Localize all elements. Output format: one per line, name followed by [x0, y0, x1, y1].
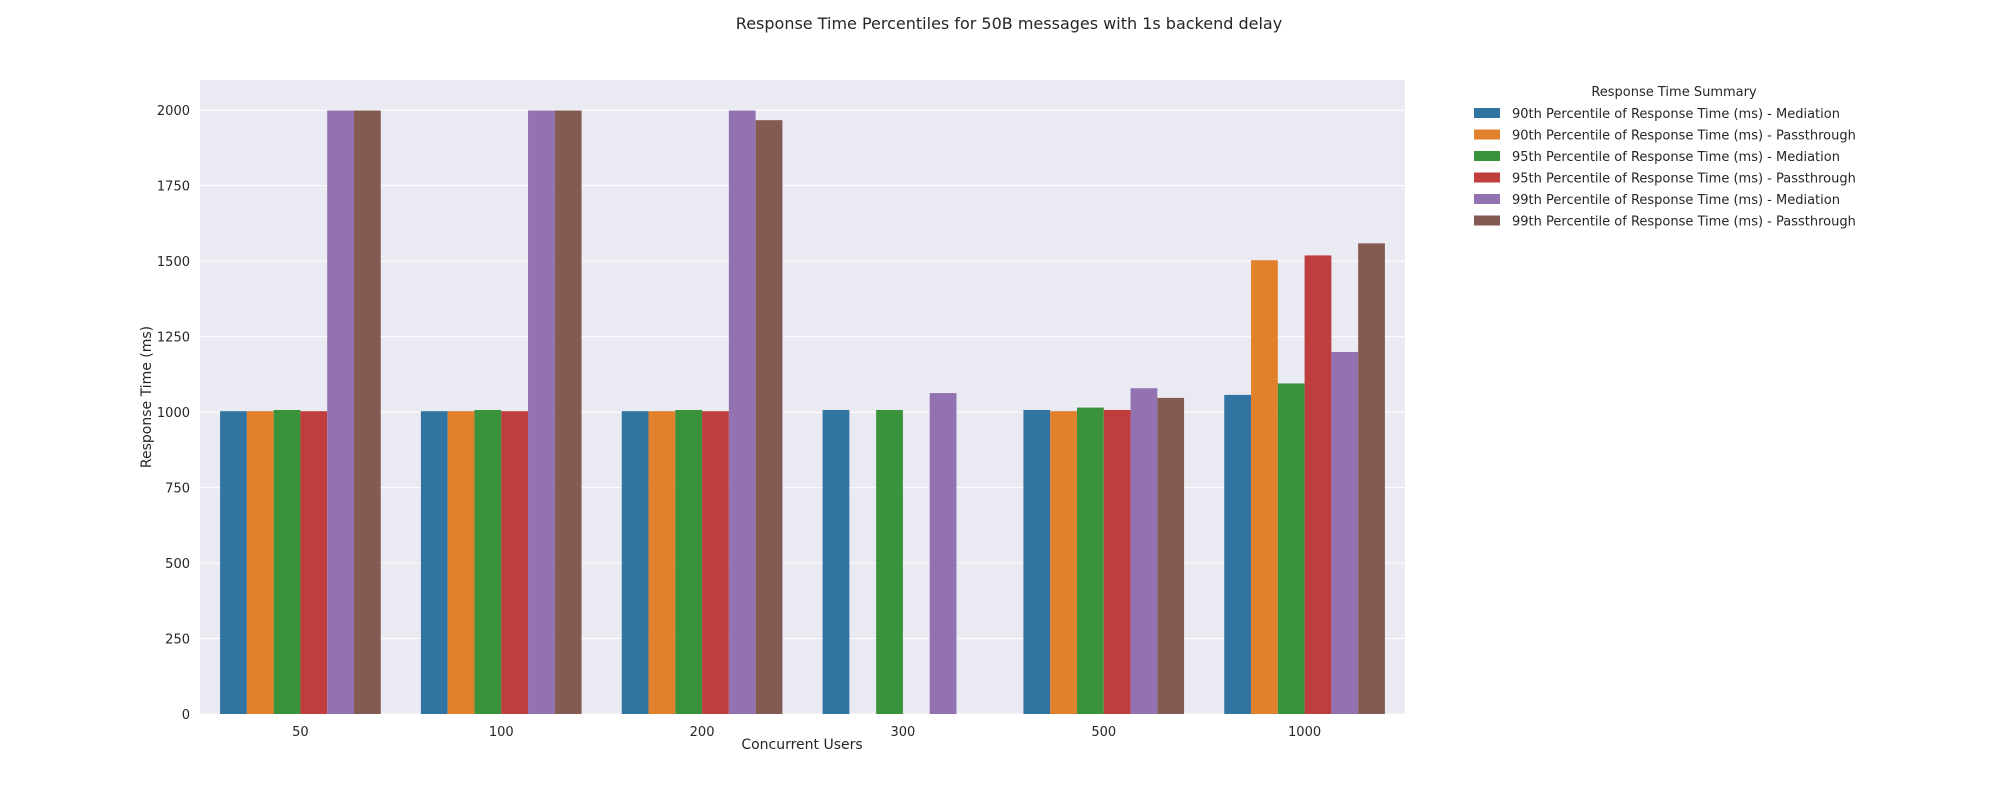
x-tick-label: 50 — [292, 725, 309, 740]
bar — [1157, 397, 1185, 714]
bar — [554, 110, 582, 715]
bar — [501, 411, 529, 714]
bar — [1304, 255, 1332, 714]
bar — [300, 411, 328, 714]
legend-entry: 90th Percentile of Response Time (ms) - … — [1512, 107, 1840, 122]
bar — [755, 120, 783, 715]
x-axis-label: Concurrent Users — [741, 737, 862, 753]
grid-layer — [200, 109, 1405, 715]
x-tick-label: 200 — [690, 725, 715, 740]
bar — [220, 411, 247, 714]
legend-swatch — [1474, 129, 1500, 140]
y-tick-label: 1250 — [157, 331, 190, 346]
bar — [1076, 407, 1104, 714]
legend-swatch — [1474, 194, 1500, 204]
bar — [1224, 394, 1252, 714]
bar — [876, 409, 903, 714]
bar — [273, 409, 301, 714]
legend-entry: 95th Percentile of Response Time (ms) - … — [1512, 172, 1856, 187]
y-tick-label: 1750 — [157, 180, 190, 195]
bar — [474, 409, 502, 714]
x-axis-ticks: 50 100 200 300 500 1000 — [292, 725, 1321, 740]
legend-swatch — [1474, 172, 1500, 183]
x-tick-label: 100 — [489, 725, 514, 740]
y-tick-label: 0 — [182, 708, 190, 723]
legend-title: Response Time Summary — [1591, 85, 1757, 100]
legend-entry: 99th Percentile of Response Time (ms) - … — [1512, 215, 1856, 230]
bar — [621, 411, 649, 714]
y-tick-label: 750 — [165, 482, 190, 497]
legend-entry: 90th Percentile of Response Time (ms) - … — [1512, 129, 1856, 144]
y-tick-label: 2000 — [157, 104, 190, 119]
legend-entry: 99th Percentile of Response Time (ms) - … — [1512, 193, 1840, 208]
x-tick-label: 300 — [891, 725, 916, 740]
legend-entry: 95th Percentile of Response Time (ms) - … — [1512, 150, 1840, 165]
bar — [528, 110, 555, 715]
bar — [1050, 411, 1077, 714]
bar — [246, 411, 274, 714]
y-axis-label: Response Time (ms) — [139, 326, 155, 468]
bar — [1251, 260, 1278, 714]
bar — [822, 409, 850, 714]
bar — [1358, 243, 1385, 714]
bar — [353, 110, 381, 715]
y-tick-label: 1500 — [157, 255, 190, 270]
bar — [929, 393, 957, 714]
bar — [420, 411, 448, 714]
bar — [447, 411, 475, 714]
bar — [1130, 388, 1158, 714]
bar — [728, 110, 756, 715]
bar — [327, 110, 354, 715]
y-tick-label: 1000 — [157, 406, 190, 421]
bar — [1331, 352, 1359, 714]
bar — [648, 411, 676, 714]
y-tick-label: 500 — [165, 557, 190, 572]
bar — [1023, 409, 1051, 714]
legend-swatch — [1474, 108, 1500, 118]
bar — [1277, 383, 1305, 714]
bar — [702, 411, 729, 714]
y-tick-label: 250 — [165, 633, 190, 648]
bar — [1103, 409, 1131, 714]
legend: 90th Percentile of Response Time (ms) - … — [1474, 107, 1856, 230]
legend-swatch — [1474, 215, 1500, 226]
chart-title: Response Time Percentiles for 50B messag… — [736, 14, 1282, 33]
bar-layer — [220, 110, 1385, 715]
x-tick-label: 1000 — [1288, 725, 1321, 740]
x-tick-label: 500 — [1091, 725, 1116, 740]
y-axis-ticks: 0 250 500 750 1000 1250 1500 1750 2000 — [157, 104, 190, 723]
bar — [675, 409, 703, 714]
legend-swatch — [1474, 151, 1500, 161]
